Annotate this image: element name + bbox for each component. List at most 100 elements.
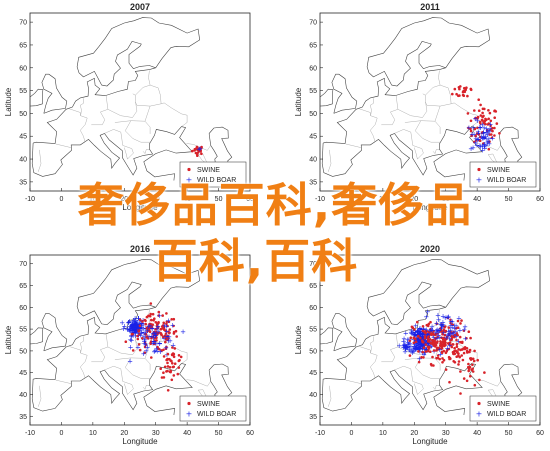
swine-point <box>170 359 173 363</box>
wild-boar-point: + <box>139 328 145 336</box>
wild-boar-point: + <box>406 346 412 354</box>
wild-boar-point: + <box>413 322 419 330</box>
coastline <box>323 307 446 381</box>
swine-point <box>178 358 181 362</box>
swine-point <box>443 333 447 337</box>
swine-point <box>445 337 448 341</box>
legend-box <box>179 395 247 422</box>
wild-boar-point: + <box>427 331 433 339</box>
swine-point <box>469 336 472 340</box>
wild-boar-point: + <box>133 320 139 328</box>
wild-boar-point: + <box>132 325 138 333</box>
wild-boar-point: + <box>151 334 157 342</box>
map-panel-2016: +++++++ +++++ ++++++++++++++++++++++++++++… <box>4 244 254 446</box>
wild-boar-point: + <box>428 343 434 351</box>
swine-point <box>166 361 169 365</box>
swine-point <box>459 322 462 325</box>
swine-point <box>164 335 168 339</box>
swine-point <box>195 147 198 150</box>
legend-swine-marker <box>477 167 481 172</box>
wild-boar-point: + <box>412 344 418 352</box>
wild-boar-point: + <box>396 342 402 350</box>
swine-point <box>162 321 165 325</box>
swine-point <box>493 116 497 119</box>
wild-boar-point: + <box>130 328 136 336</box>
swine-point <box>469 129 473 133</box>
x-axis-label: Longitude <box>122 437 158 446</box>
wild-boar-point: + <box>130 324 136 332</box>
wild-boar-point: + <box>415 334 421 342</box>
wild-boar-point: + <box>440 323 446 331</box>
wild-boar-point: + <box>411 347 417 355</box>
wild-boar-point: + <box>478 124 484 132</box>
swine-point <box>166 324 169 328</box>
swine-point <box>479 103 482 107</box>
country-border <box>345 379 361 384</box>
wild-boar-point: + <box>170 341 176 349</box>
wild-boar-point: + <box>416 330 422 338</box>
wild-boar-point: + <box>119 319 125 327</box>
wild-boar-point: + <box>156 312 162 320</box>
wild-boar-point: + <box>445 313 451 321</box>
outbreak-points: ++ <box>191 145 203 157</box>
wild-boar-point: + <box>418 330 424 338</box>
swine-point <box>417 350 420 353</box>
swine-point <box>138 324 142 328</box>
country-border <box>345 143 361 148</box>
wild-boar-point: + <box>127 325 133 333</box>
wild-boar-point: + <box>402 343 408 351</box>
wild-boar-point: + <box>166 337 172 345</box>
coastline <box>331 73 358 114</box>
swine-point <box>473 140 476 144</box>
swine-point <box>157 321 160 325</box>
y-tick-label: 35 <box>19 179 27 186</box>
wild-boar-point: + <box>132 329 138 337</box>
country-border <box>476 379 501 387</box>
swine-point <box>155 336 158 340</box>
swine-point <box>474 134 478 138</box>
legend-swine-label: SWINE <box>487 401 510 408</box>
wild-boar-point: + <box>128 333 134 341</box>
wild-boar-point: + <box>140 320 146 328</box>
swine-point <box>457 360 461 363</box>
wild-boar-point: + <box>453 322 459 330</box>
swine-point <box>448 357 451 361</box>
wild-boar-point: + <box>410 329 416 337</box>
wild-boar-point: + <box>170 321 176 329</box>
country-border <box>186 379 211 387</box>
wild-boar-point: + <box>477 142 483 150</box>
swine-point <box>489 124 492 128</box>
wild-boar-point: + <box>197 145 203 153</box>
country-border <box>440 84 452 104</box>
wild-boar-point: + <box>416 343 422 351</box>
wild-boar-point: + <box>480 135 486 143</box>
swine-point <box>146 335 149 338</box>
x-tick-label: 60 <box>536 196 544 203</box>
x-tick-label: 20 <box>120 430 128 437</box>
y-tick-label: 45 <box>309 134 317 141</box>
swine-point <box>459 370 462 373</box>
wild-boar-point: + <box>418 335 424 343</box>
wild-boar-point: + <box>132 323 138 331</box>
wild-boar-point: + <box>416 338 422 346</box>
x-tick-label: 40 <box>183 430 191 437</box>
x-tick-label: 60 <box>536 430 544 437</box>
wild-boar-point: + <box>132 320 138 328</box>
wild-boar-point: + <box>408 329 414 337</box>
y-tick-label: 50 <box>19 348 27 355</box>
swine-point <box>482 142 485 145</box>
swine-point <box>161 314 164 317</box>
swine-point <box>168 366 172 369</box>
country-border <box>381 95 399 126</box>
wild-boar-point: + <box>429 323 435 331</box>
wild-boar-point: + <box>456 338 462 346</box>
swine-point <box>473 127 477 131</box>
swine-point <box>145 326 149 330</box>
swine-point <box>488 140 491 143</box>
wild-boar-point: + <box>412 330 418 338</box>
wild-boar-point: + <box>417 345 423 353</box>
wild-boar-point: + <box>436 327 442 335</box>
wild-boar-point: + <box>132 318 138 326</box>
country-border <box>414 383 424 395</box>
wild-boar-point: + <box>416 336 422 344</box>
